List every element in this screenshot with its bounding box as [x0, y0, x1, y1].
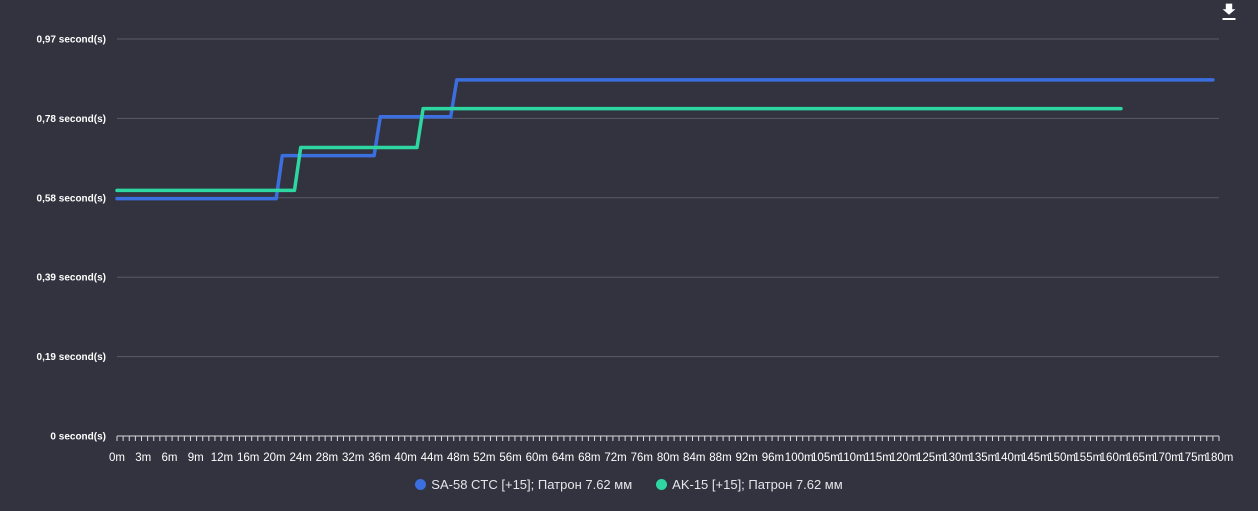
- x-tick-label: 68m: [578, 452, 600, 464]
- y-tick-label: 0,78 second(s): [37, 114, 106, 125]
- x-tick-label: 12m: [211, 452, 233, 464]
- x-tick-label: 60m: [526, 452, 548, 464]
- x-tick-label: 135m: [968, 452, 997, 464]
- x-tick-label: 84m: [683, 452, 705, 464]
- x-tick-label: 72m: [604, 452, 626, 464]
- x-tick-label: 48m: [447, 452, 469, 464]
- x-tick-label: 6m: [161, 452, 177, 464]
- x-tick-label: 88m: [709, 452, 731, 464]
- x-tick-label: 165m: [1126, 452, 1155, 464]
- legend-dot-sa58: [415, 479, 427, 490]
- legend-item-ak15[interactable]: AK-15 [+15]; Патрон 7.62 мм: [656, 477, 843, 492]
- x-tick-label: 0m: [109, 452, 125, 464]
- legend-label-sa58: SA-58 CTC [+15]; Патрон 7.62 мм: [431, 477, 633, 492]
- x-tick-label: 96m: [762, 452, 784, 464]
- x-tick-label: 150m: [1047, 452, 1076, 464]
- line-chart: 0 second(s) 0,19 second(s) 0,39 second(s) 0…: [37, 35, 1234, 465]
- y-tick-label: 0 second(s): [50, 432, 106, 443]
- x-tick-label: 80m: [657, 452, 679, 464]
- x-tick-label: 115m: [864, 452, 892, 464]
- download-icon: [1222, 3, 1236, 20]
- x-tick-label: 92m: [736, 452, 758, 464]
- legend-item-sa58[interactable]: SA-58 CTC [+15]; Патрон 7.62 мм: [415, 477, 632, 492]
- series-layer: [115, 78, 1215, 201]
- x-tick-label: 180m: [1205, 452, 1234, 464]
- y-tick-label: 0,58 second(s): [37, 193, 106, 204]
- x-tick-label: 20m: [263, 452, 285, 464]
- x-tick-label: 105m: [811, 452, 840, 464]
- download-button[interactable]: [1219, 2, 1239, 22]
- y-tick-label: 0,19 second(s): [37, 352, 106, 363]
- x-tick-label: 170m: [1152, 452, 1181, 464]
- x-tick-label: 140m: [995, 452, 1024, 464]
- x-tick-label: 24m: [289, 452, 311, 464]
- x-tick-label: 64m: [552, 452, 574, 464]
- x-tick-label: 40m: [394, 452, 416, 464]
- series-line-2[interactable]: [115, 106, 1123, 193]
- x-axis: 0m 3m 6m 9m 12m 16m 20m 24m 28m 32m 36m 40m 44m 48m 52…: [109, 435, 1234, 464]
- x-tick-label: 3m: [135, 452, 151, 464]
- series-line-1[interactable]: [115, 78, 1215, 201]
- legend: SA-58 CTC [+15]; Патрон 7.62 мм AK-15 [+…: [0, 477, 1258, 492]
- legend-dot-ak15: [656, 479, 668, 490]
- x-tick-label: 9m: [188, 452, 204, 464]
- x-tick-label: 155m: [1073, 452, 1102, 464]
- x-tick-label: 76m: [631, 452, 653, 464]
- x-tick-label: 44m: [421, 452, 443, 464]
- x-tick-label: 28m: [316, 452, 338, 464]
- x-tick-label: 32m: [342, 452, 364, 464]
- x-tick-label: 52m: [473, 452, 495, 464]
- x-tick-label: 145m: [1021, 452, 1050, 464]
- y-tick-label: 0,39 second(s): [37, 273, 106, 284]
- x-tick-label: 36m: [368, 452, 390, 464]
- y-tick-label: 0,97 second(s): [37, 35, 106, 46]
- x-tick-label: 120m: [890, 452, 919, 464]
- x-tick-label: 16m: [237, 452, 259, 464]
- legend-label-ak15: AK-15 [+15]; Патрон 7.62 мм: [672, 477, 843, 492]
- x-tick-label: 110m: [838, 452, 866, 464]
- x-tick-label: 160m: [1100, 452, 1129, 464]
- x-tick-label: 56m: [499, 452, 521, 464]
- x-tick-label: 175m: [1178, 452, 1207, 464]
- y-axis: 0 second(s) 0,19 second(s) 0,39 second(s) 0…: [37, 35, 1219, 443]
- x-tick-label: 130m: [942, 452, 971, 464]
- x-tick-label: 125m: [916, 452, 945, 464]
- x-tick-label: 100m: [785, 452, 814, 464]
